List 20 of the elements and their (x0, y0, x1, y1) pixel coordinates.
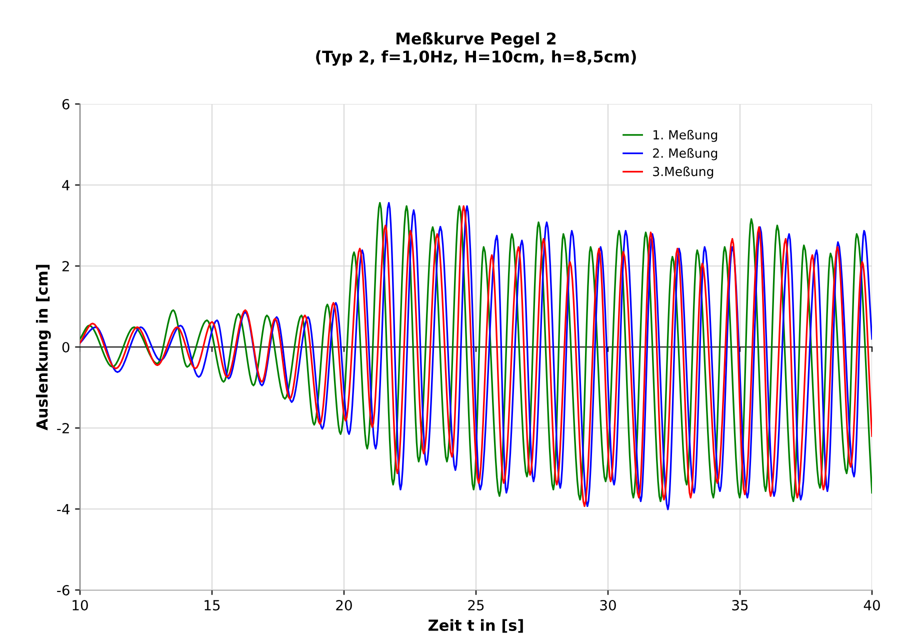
x-tick-label: 10 (72, 600, 88, 610)
x-tick-label: 40 (864, 600, 880, 610)
y-tick-label: -2 (57, 422, 69, 434)
y-axis-title: Auslenkung in [cm] (36, 264, 51, 430)
x-tick-label: 30 (600, 600, 616, 610)
chart-title: Meßkurve Pegel 2 (Typ 2, f=1,0Hz, H=10cm, h=8,5cm) (316, 32, 636, 66)
y-tick-label: 6 (62, 98, 70, 110)
legend-label: 2. Meßung (653, 148, 718, 160)
x-tick-label: 35 (732, 600, 748, 610)
x-tick-label: 20 (336, 600, 352, 610)
y-tick-label: 4 (62, 180, 70, 190)
x-axis-title: Zeit t in [s] (428, 619, 523, 633)
x-tick-label: 25 (468, 600, 484, 610)
y-tick-label: 0 (62, 342, 70, 352)
y-tick-label: -4 (57, 504, 70, 514)
x-tick-label: 15 (204, 600, 220, 610)
legend-label: 3.Meßung (653, 166, 714, 179)
legend-label: 1. Meßung (654, 130, 718, 142)
y-tick-label: -6 (57, 584, 70, 596)
y-tick-label: 2 (62, 260, 69, 272)
